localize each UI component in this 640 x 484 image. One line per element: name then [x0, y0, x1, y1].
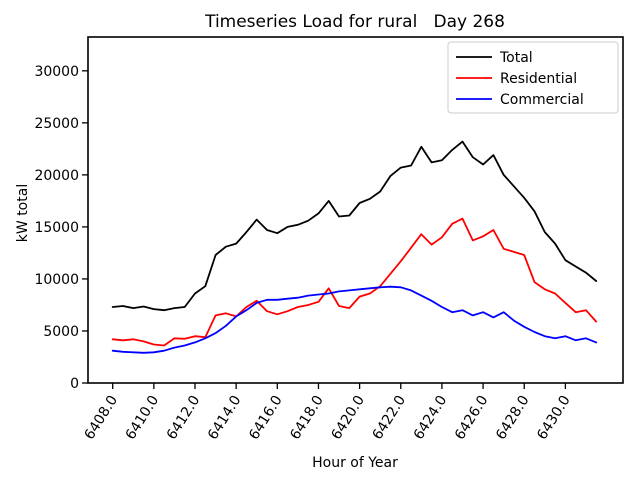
legend-label-residential: Residential — [500, 71, 577, 87]
axes-frame — [87, 36, 624, 384]
x-tick-label: 6408.0 — [82, 393, 122, 443]
y-tick-label: 15000 — [34, 220, 79, 236]
x-tick-label: 6412.0 — [164, 393, 204, 443]
y-axis-label: kW total — [15, 184, 31, 242]
y-tick-label: 5000 — [43, 324, 79, 340]
x-tick-label: 6416.0 — [246, 393, 286, 443]
x-tick-label: 6428.0 — [493, 393, 533, 443]
x-tick-label: 6426.0 — [452, 393, 492, 443]
x-tick-label: 6414.0 — [205, 393, 245, 443]
axis-ticks: 0 5000 10000 15000 20000 25000 30000 6408.0 6410… — [34, 64, 573, 443]
x-tick-label: 6418.0 — [287, 393, 327, 443]
series-line-total — [111, 140, 598, 312]
y-tick-label: 30000 — [34, 64, 79, 80]
x-tick-label: 6422.0 — [370, 393, 410, 443]
legend-label-total: Total — [499, 50, 533, 66]
chart-title: Timeseries Load for rural Day 268 — [204, 12, 505, 32]
legend: Total Residential Commercial — [447, 41, 619, 114]
legend-box — [447, 41, 619, 114]
x-tick-label: 6410.0 — [123, 393, 163, 443]
series-line-commercial — [111, 285, 598, 354]
x-tick-label: 6430.0 — [534, 393, 574, 443]
series-line-residential — [111, 217, 598, 347]
y-tick-label: 25000 — [34, 116, 79, 132]
series-lines — [111, 140, 598, 354]
y-tick-label: 20000 — [34, 168, 79, 184]
x-axis-label: Hour of Year — [312, 455, 398, 471]
y-tick-label: 0 — [70, 376, 79, 392]
legend-label-commercial: Commercial — [500, 92, 584, 108]
x-tick-label: 6424.0 — [411, 393, 451, 443]
x-tick-label: 6420.0 — [328, 393, 368, 443]
y-tick-label: 10000 — [34, 272, 79, 288]
